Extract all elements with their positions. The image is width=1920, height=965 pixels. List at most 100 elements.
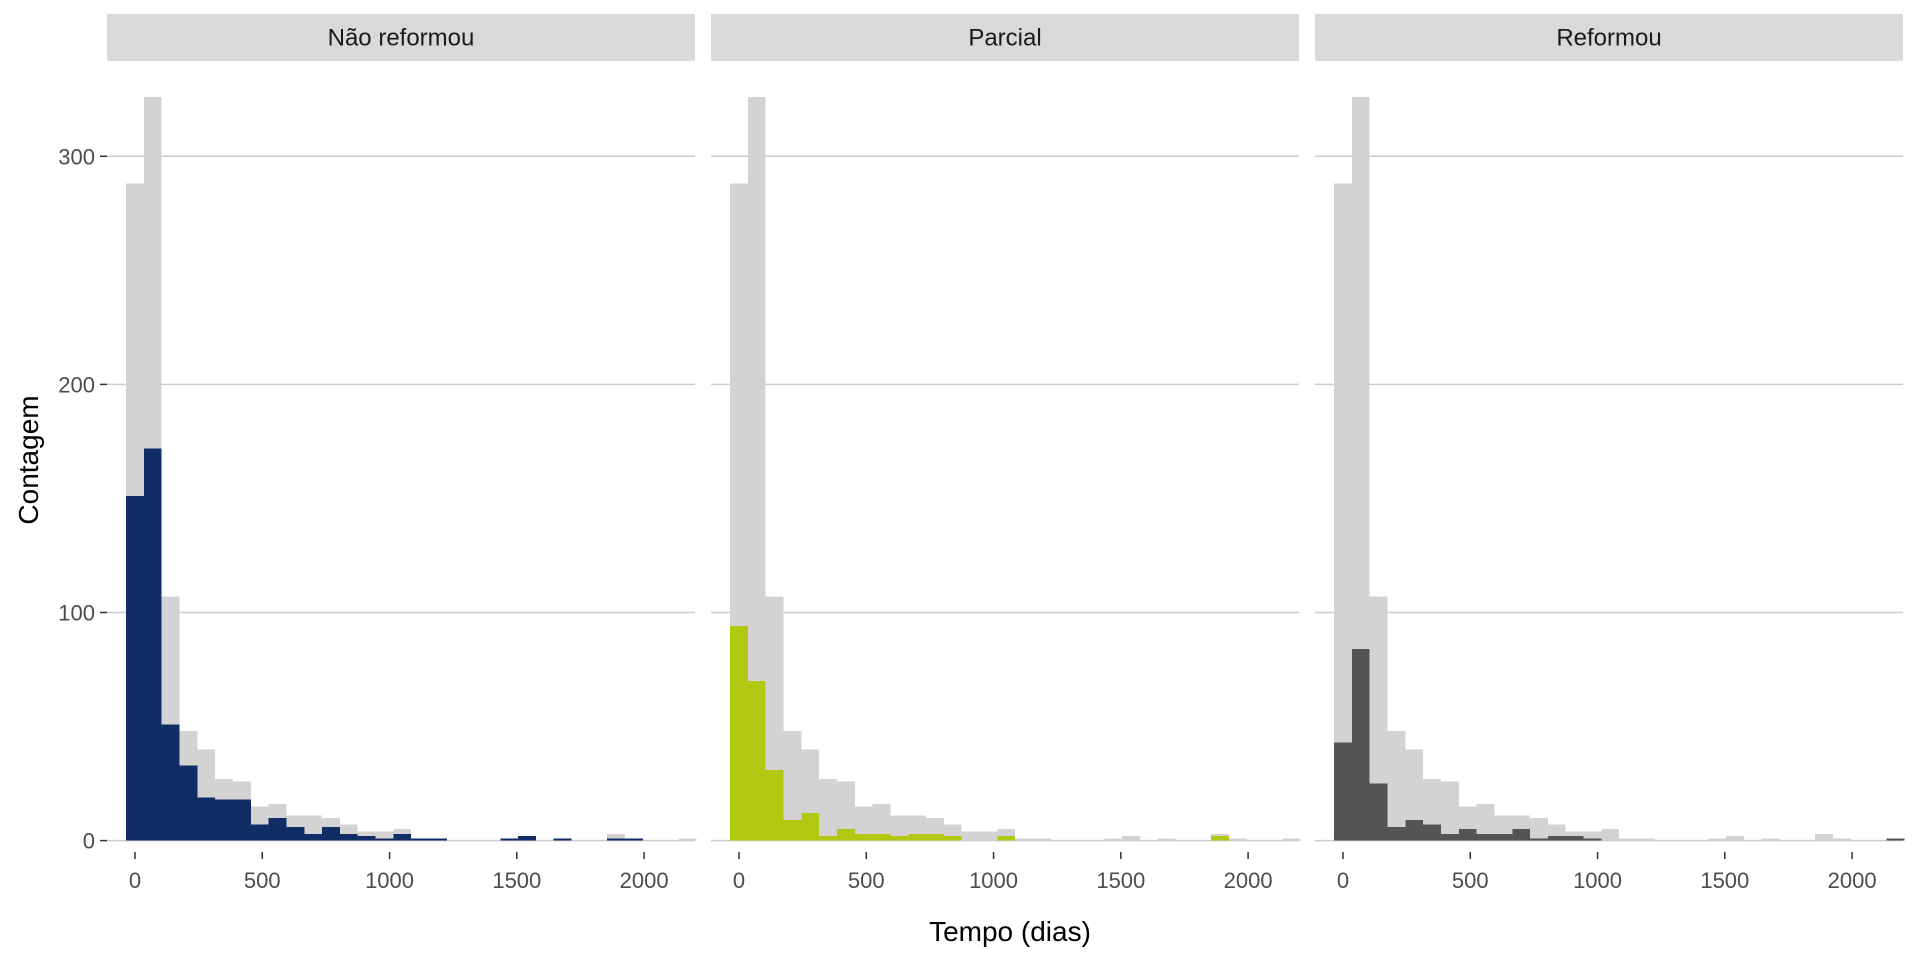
background-bar — [1282, 838, 1301, 841]
histogram-bar — [890, 836, 909, 841]
histogram-bar — [1565, 836, 1584, 841]
histogram-bar — [375, 838, 394, 841]
x-tick-label: 0 — [1337, 868, 1349, 893]
facet-strip-label: Reformou — [1556, 25, 1661, 52]
x-tick-label: 500 — [848, 868, 885, 893]
x-tick-label: 1500 — [1096, 868, 1145, 893]
background-bar — [747, 97, 766, 841]
histogram-bar — [908, 833, 927, 841]
histogram-bar — [250, 824, 269, 841]
histogram-bar — [393, 833, 412, 841]
histogram-bar — [1334, 742, 1352, 841]
histogram-bar — [286, 826, 305, 841]
background-bar — [1157, 838, 1176, 841]
background-bar — [890, 815, 909, 841]
facet-strip — [1315, 14, 1903, 61]
histogram-bar — [161, 724, 180, 841]
facet-panel: Reformou 0 500 1000 1500 2000 — [1315, 14, 1905, 893]
background-bar — [872, 804, 891, 841]
histogram-bar — [339, 833, 358, 841]
x-tick-label: 1500 — [492, 868, 541, 893]
histogram-bar — [1547, 836, 1566, 841]
facet-panel: Não reformou 0 500 1000 1500 2000 0 100 200 300 — [58, 14, 697, 893]
background-bar — [854, 806, 873, 841]
facet-strip-label: Parcial — [968, 25, 1041, 52]
x-tick-label: 0 — [129, 868, 141, 893]
background-bar — [1476, 804, 1495, 841]
background-bar — [997, 829, 1016, 841]
x-tick-label: 1000 — [969, 868, 1018, 893]
histogram-bar — [126, 496, 144, 841]
histogram-bar — [1886, 838, 1905, 841]
histogram-bar — [1494, 833, 1513, 841]
background-bar — [1334, 183, 1352, 841]
x-tick-label: 1000 — [1573, 868, 1622, 893]
histogram-bar — [625, 838, 643, 841]
facet-panel: Parcial 0 500 1000 1500 2000 — [711, 14, 1301, 893]
histogram-bar — [854, 833, 873, 841]
histogram-bar — [429, 838, 447, 841]
x-tick-label: 500 — [1452, 868, 1489, 893]
background-bar — [1405, 749, 1424, 841]
background-bar — [1708, 838, 1727, 841]
y-tick-label: 200 — [58, 372, 95, 397]
histogram-bar — [1387, 826, 1406, 841]
background-bar — [783, 731, 802, 841]
histogram-bar — [304, 833, 323, 841]
background-bar — [1229, 838, 1247, 841]
background-bar — [1637, 838, 1655, 841]
histogram-bar — [1441, 833, 1459, 841]
y-tick-label: 300 — [58, 144, 95, 169]
x-tick-label: 2000 — [1828, 868, 1877, 893]
x-tick-label: 2000 — [620, 868, 669, 893]
facet-panels: Não reformou 0 500 1000 1500 2000 0 100 200 300 Pa… — [58, 14, 1905, 893]
histogram-bar — [926, 833, 944, 841]
histogram-bar — [801, 813, 820, 841]
histogram-bar — [747, 680, 766, 841]
histogram-bar — [1369, 783, 1388, 841]
background-bar — [1122, 836, 1140, 841]
histogram-bar — [837, 829, 855, 841]
background-bar — [837, 781, 855, 841]
background-bar — [678, 838, 697, 841]
background-bar — [1601, 829, 1620, 841]
background-bar — [1530, 817, 1548, 841]
background-bar — [1015, 838, 1033, 841]
histogram-bar — [1583, 838, 1602, 841]
x-tick-label: 500 — [244, 868, 281, 893]
histogram-bar — [179, 765, 198, 841]
histogram-bar — [357, 836, 376, 841]
background-bar — [375, 831, 394, 841]
histogram-bar — [215, 799, 233, 841]
background-bar — [1387, 731, 1406, 841]
background-bar — [961, 831, 980, 841]
histogram-bar — [1211, 836, 1229, 841]
background-bar — [607, 833, 625, 841]
x-tick-label: 2000 — [1224, 868, 1273, 893]
histogram-bar — [943, 836, 962, 841]
histogram-bar — [1351, 648, 1370, 841]
background-bar — [979, 831, 998, 841]
histogram-bar — [1512, 829, 1531, 841]
histogram-bar — [1458, 829, 1477, 841]
background-bar — [1619, 838, 1637, 841]
y-tick-label: 100 — [58, 600, 95, 625]
histogram-bar — [997, 836, 1016, 841]
histogram-bar — [1405, 820, 1424, 841]
histogram-bar — [872, 833, 891, 841]
histogram-bar — [233, 799, 251, 841]
x-tick-label: 1000 — [365, 868, 414, 893]
histogram-bar — [268, 817, 287, 841]
histogram-bar — [143, 448, 162, 841]
histogram-bar — [765, 769, 784, 841]
facet-strip — [107, 14, 695, 61]
background-bar — [1104, 838, 1123, 841]
x-axis-title: Tempo (dias) — [929, 916, 1091, 947]
histogram-bar — [607, 838, 625, 841]
histogram-bar — [411, 838, 429, 841]
histogram-bar — [553, 838, 572, 841]
histogram-bar — [322, 826, 340, 841]
histogram-bar — [783, 820, 802, 841]
